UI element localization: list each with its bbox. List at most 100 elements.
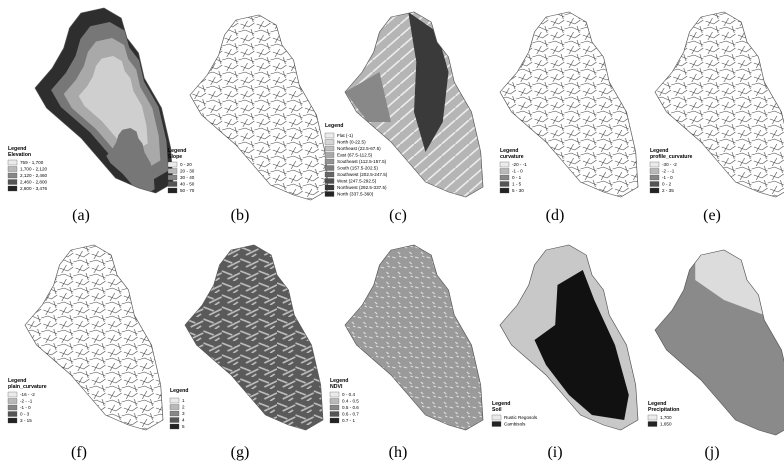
legend-swatch <box>8 392 17 397</box>
legend-item: 50 - 70 <box>180 188 195 193</box>
legend-swatch <box>8 399 17 404</box>
legend-item: 759 - 1,700 <box>20 160 44 165</box>
region <box>185 245 323 430</box>
legend-item: -2 - -1 <box>662 169 675 174</box>
legend-field: Elevation <box>8 152 31 158</box>
legend-swatch <box>500 169 509 174</box>
legend-swatch <box>8 418 17 423</box>
legend-swatch <box>170 405 179 410</box>
map-body <box>190 15 328 200</box>
figure: (a)LegendElevation759 - 1,7001,700 - 2,1… <box>0 0 784 466</box>
legend-swatch <box>325 166 334 171</box>
legend-swatch <box>168 188 177 193</box>
legend-item: Northeast (22.5-67.5) <box>337 146 381 151</box>
legend-field: Slope <box>168 154 182 160</box>
region <box>190 15 328 200</box>
legend-swatch <box>8 186 17 191</box>
legend-swatch <box>325 153 334 158</box>
map <box>345 245 483 430</box>
legend-item: North (337.5-360) <box>337 192 374 197</box>
legend-swatch <box>8 167 17 172</box>
region <box>655 12 784 197</box>
legend-item: 0.5 - 0.6 <box>342 405 359 410</box>
legend-item: 3 - 15 <box>20 418 32 423</box>
legend-item: 1,650 <box>660 422 672 427</box>
legend-swatch <box>500 175 509 180</box>
legend-swatch <box>492 422 501 427</box>
legend-swatch <box>168 162 177 167</box>
legend-item: 3 <box>182 411 185 416</box>
map <box>35 8 173 193</box>
panel-label: (c) <box>389 207 407 224</box>
legend-item: 20 - 30 <box>180 169 195 174</box>
legend-swatch <box>330 405 339 410</box>
legend-item: Southeast (112.5-157.5) <box>337 159 387 164</box>
legend-swatch <box>325 159 334 164</box>
map-body <box>25 245 163 430</box>
map-body <box>185 245 323 430</box>
legend-swatch <box>330 399 339 404</box>
panel-label: (g) <box>231 444 250 461</box>
legend-item: 0.7 - 1 <box>342 418 355 423</box>
legend-item: West (247.5-292.5) <box>337 179 377 184</box>
legend-swatch <box>8 180 17 185</box>
legend-swatch <box>8 405 17 410</box>
legend-swatch <box>648 422 657 427</box>
legend-swatch <box>170 424 179 429</box>
region <box>345 245 483 430</box>
map <box>500 245 638 430</box>
legend-swatch <box>330 418 339 423</box>
legend-swatch <box>325 146 334 151</box>
legend-item: 5 <box>182 424 185 429</box>
region <box>25 245 163 430</box>
panel-label: (e) <box>703 207 721 224</box>
panel-label: (f) <box>71 444 87 461</box>
legend-item: -1 - 0 <box>512 169 523 174</box>
map-body <box>345 245 483 430</box>
legend-swatch <box>650 188 659 193</box>
legend-swatch <box>325 185 334 190</box>
legend-item: 1 - 5 <box>512 182 522 187</box>
legend-item: 2 <box>182 405 185 410</box>
legend-item: 1,700 - 2,120 <box>20 167 48 172</box>
legend-swatch <box>492 415 501 420</box>
legend-swatch <box>500 182 509 187</box>
legend-swatch <box>168 175 177 180</box>
legend-item: 5 - 30 <box>512 188 524 193</box>
legend-swatch <box>650 169 659 174</box>
panel-label: (b) <box>231 207 250 224</box>
legend-swatch <box>500 162 509 167</box>
legend-item: -16 - -2 <box>20 392 35 397</box>
map-body <box>500 245 638 430</box>
legend-swatch <box>170 398 179 403</box>
legend-swatch <box>8 160 17 165</box>
legend-field: Soil <box>492 407 502 413</box>
legend-title: Legend <box>325 123 343 129</box>
legend-item: -1 - 0 <box>20 405 31 410</box>
legend-swatch <box>325 192 334 197</box>
legend-swatch <box>330 412 339 417</box>
legend-item: 0 - 1 <box>512 175 522 180</box>
legend-swatch <box>650 162 659 167</box>
legend-item: North (0-22.5) <box>337 140 366 145</box>
legend-item: 0 - 0.4 <box>342 392 355 397</box>
map <box>25 245 163 430</box>
legend-swatch <box>168 169 177 174</box>
map <box>655 12 784 197</box>
legend-field: NDVI <box>330 384 343 390</box>
legend-item: -2 - -1 <box>20 399 33 404</box>
legend-item: 1 <box>182 398 185 403</box>
legend-swatch <box>330 392 339 397</box>
legend-item: 30 - 40 <box>180 175 195 180</box>
legend-swatch <box>325 172 334 177</box>
panel-label: (i) <box>547 444 562 461</box>
legend-item: 40 - 50 <box>180 182 195 187</box>
legend-swatch <box>650 175 659 180</box>
legend-item: Rustic Regosols <box>504 415 538 420</box>
map-body <box>655 12 784 197</box>
legend-swatch <box>325 140 334 145</box>
legend-item: 4 <box>182 418 185 423</box>
map <box>185 245 323 430</box>
legend-swatch <box>325 133 334 138</box>
legend-swatch <box>8 412 17 417</box>
